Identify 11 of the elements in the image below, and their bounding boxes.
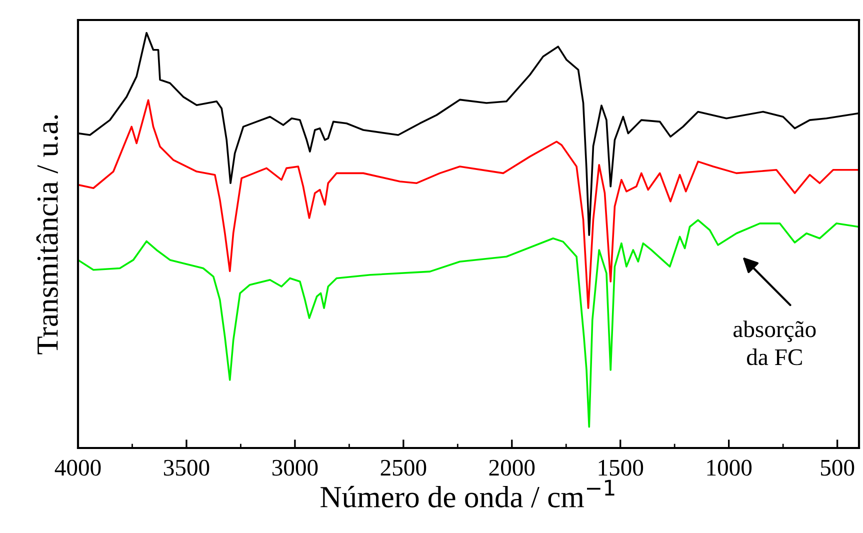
x-tick-label: 500 bbox=[820, 460, 854, 476]
annotation: absorção da FC bbox=[734, 320, 816, 366]
x-tick-label: 2000 bbox=[489, 460, 535, 476]
x-tick-label: 1500 bbox=[598, 460, 644, 476]
x-tick-label: 2500 bbox=[380, 460, 426, 476]
y-axis-title: Transmitância / u.a. bbox=[36, 115, 58, 354]
x-axis-title: Número de onda / cm$^{−1}$ bbox=[320, 480, 614, 508]
x-tick-label: 4000 bbox=[54, 460, 101, 476]
x-tick-label: 3500 bbox=[164, 460, 210, 476]
x-tick-label: 3000 bbox=[272, 460, 318, 476]
x-tick-label: 1000 bbox=[707, 460, 752, 476]
